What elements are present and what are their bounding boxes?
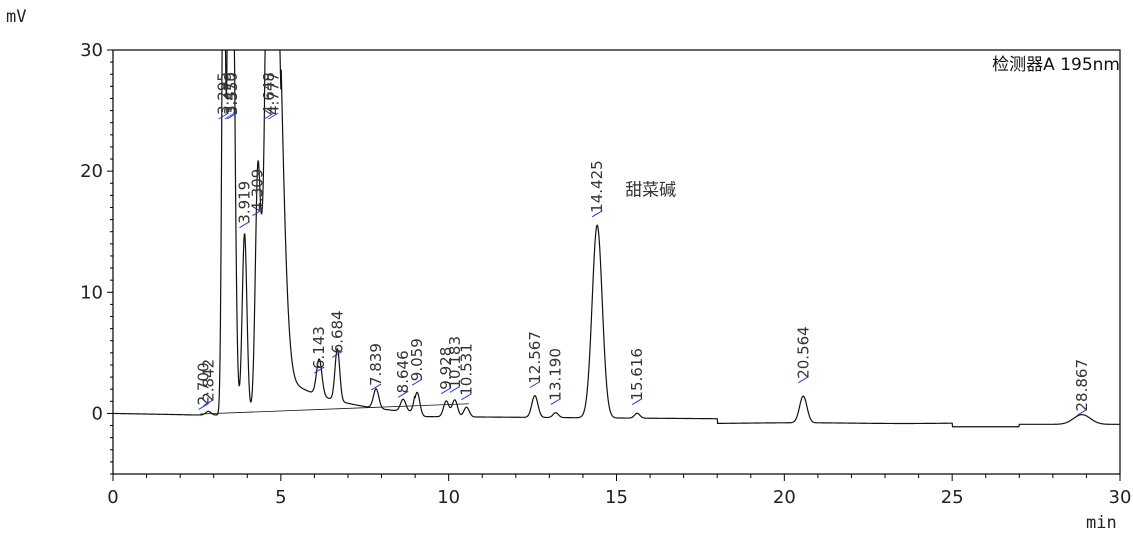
peak-label: 10.183 [446,336,464,388]
peak-marker [252,209,263,217]
peak-label: 12.567 [526,331,544,384]
peak-label: 2.700 [195,362,213,405]
x-tick-label: 20 [773,487,796,508]
peak-label: 6.143 [310,326,328,369]
x-tick-label: 0 [107,487,118,508]
peak-marker [203,399,214,407]
y-axis-label: mV [6,7,26,27]
integration-baseline [200,403,469,415]
peak-label: 28.867 [1073,359,1091,412]
y-tick-label: 30 [80,40,103,61]
ticks: 0 10 20 30 0 5 10 15 20 25 30 [80,40,1131,508]
peak-marker [550,398,562,406]
chromatogram-trace [113,50,1120,428]
x-tick-label: 5 [275,487,286,508]
peak-marker [397,390,409,398]
peak-marker [268,112,279,120]
peak-marker [332,350,343,358]
peak-marker [263,112,275,120]
y-tick-label: 0 [92,403,103,424]
peak-label: 8.646 [394,350,412,393]
x-tick-label: 10 [437,487,460,508]
peak-label: 20.564 [794,326,812,379]
y-tick-label: 10 [80,282,103,303]
peak-label: 3.919 [236,181,254,224]
peak-marker [529,381,541,389]
detector-label: 检测器A 195nm [992,55,1120,75]
peak-label: 14.425 [588,160,606,213]
peak-marker [461,393,472,401]
x-axis-label: min [1086,513,1117,533]
annotation-betaine: 甜菜碱 [625,180,676,200]
peak-label: 3.479 [221,72,239,115]
peak-marker [798,376,809,384]
peak-label: 3.295 [215,72,233,115]
peak-label: 15.616 [628,348,646,401]
peak-label: 4.648 [260,72,278,115]
peak-marker [370,383,382,391]
peak-label: 4.777 [264,72,282,115]
peak-label: 9.059 [408,338,426,381]
peak-marker [218,112,229,120]
peak-label: 7.839 [367,343,385,386]
y-tick-label: 20 [80,161,103,182]
peak-label: 10.531 [457,343,475,396]
x-tick-label: 25 [941,487,964,508]
peak-marker [631,398,643,406]
peak-marker [591,210,603,218]
peak-marker [449,386,461,393]
peak-label: 9.928 [437,347,455,390]
x-tick-label: 15 [605,487,628,508]
peak-label: 3.550 [223,72,241,115]
peak-marker [440,387,452,395]
peak-label: 4.309 [249,169,267,212]
x-tick-label: 30 [1109,487,1132,508]
peak-label: 13.190 [547,348,565,401]
peak-label: 6.684 [328,310,346,353]
trace-layer [113,50,1120,428]
peak-marker [313,366,325,374]
peak-marker [224,112,236,120]
peak-marker [226,112,238,120]
peak-marker [239,221,250,229]
peak-marker [411,378,423,386]
peak-label: 2.842 [199,359,217,402]
peak-marker [1076,409,1088,416]
peak-marker [198,402,209,410]
